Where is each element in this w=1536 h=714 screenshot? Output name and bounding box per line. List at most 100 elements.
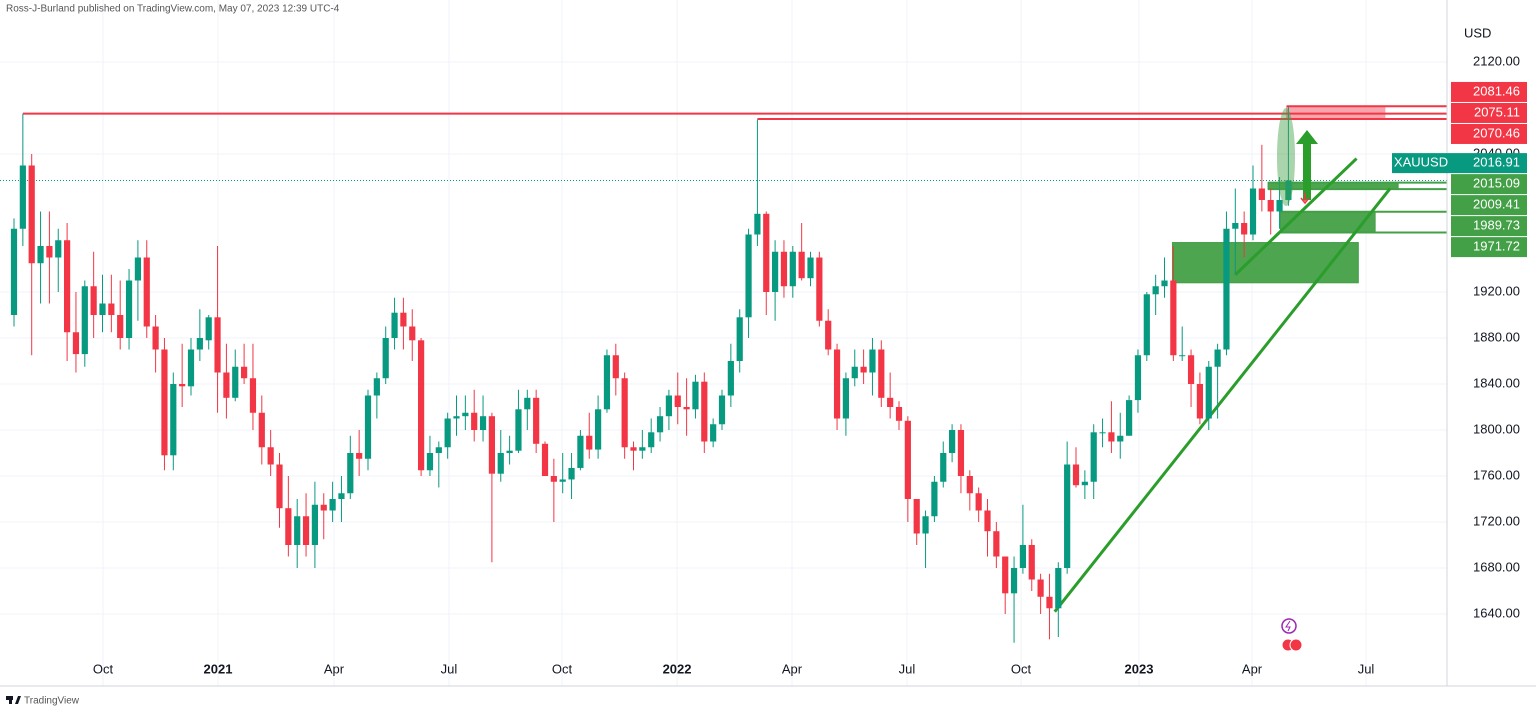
candle (922, 510, 929, 569)
price-label-box (1451, 153, 1527, 174)
candle-body (816, 257, 823, 321)
candle-body (745, 234, 752, 318)
candle (1099, 418, 1106, 448)
candle-body (603, 355, 611, 410)
candle (1037, 573, 1044, 615)
candle (674, 372, 681, 425)
candle (1002, 556, 1009, 615)
candle-body (789, 251, 796, 287)
candle (630, 441, 637, 471)
candle-body (833, 349, 841, 419)
candle-body (143, 257, 150, 327)
candle (745, 228, 752, 338)
candle-body (1205, 366, 1212, 419)
candle (913, 499, 920, 546)
candle (117, 280, 124, 350)
candle (99, 274, 106, 333)
candle-body (391, 312, 398, 338)
candle-body (656, 416, 664, 433)
candle-body (1249, 188, 1257, 235)
candle-body (267, 447, 274, 465)
candle-body (665, 395, 673, 417)
candle (1276, 176, 1283, 229)
symbol-label-box (1392, 153, 1451, 174)
candle-body (586, 435, 593, 450)
candle (364, 389, 372, 471)
candle (338, 476, 345, 523)
candle-body (1285, 180, 1292, 200)
candle (524, 389, 531, 431)
candle-body (674, 395, 681, 407)
candle-body (479, 416, 487, 431)
candle (754, 119, 761, 246)
candle-body (444, 418, 451, 448)
candle (833, 343, 841, 431)
candle-body (382, 337, 389, 379)
candle-body (851, 366, 858, 379)
candle (541, 441, 549, 477)
price-label-box (1451, 195, 1527, 216)
price-label: 2009.41 (1473, 197, 1520, 212)
candle-body (1117, 435, 1124, 442)
candle-body (1241, 222, 1248, 235)
candle (187, 337, 195, 396)
candle-body (418, 340, 425, 471)
y-tick-label: 1640.00 (1473, 605, 1520, 620)
x-tick-label: Oct (1011, 661, 1032, 676)
candle (1134, 349, 1142, 413)
candle (789, 245, 796, 298)
candle (125, 268, 133, 350)
candle (179, 343, 186, 407)
highlight-ellipse (1277, 108, 1295, 206)
candle-body (736, 317, 743, 361)
candle (170, 372, 177, 471)
x-tick-label: Oct (552, 661, 573, 676)
candle (515, 389, 522, 454)
candle-body (1019, 545, 1027, 569)
candle-body (46, 245, 53, 258)
candle (1046, 573, 1053, 640)
flag-icon[interactable] (1289, 638, 1303, 652)
x-tick-label: 2022 (663, 661, 692, 676)
candle-body (710, 424, 717, 442)
candle (400, 297, 407, 350)
candle (311, 481, 318, 569)
candle (1179, 326, 1186, 361)
candle (577, 430, 584, 471)
candle (869, 337, 876, 396)
event-icon[interactable] (1281, 618, 1297, 634)
candle (152, 314, 159, 373)
candle-body (426, 453, 434, 471)
candle-body (807, 257, 814, 279)
candle (825, 309, 832, 356)
candle (621, 372, 628, 459)
candle-body (81, 286, 88, 355)
candle (1081, 470, 1088, 500)
candle (656, 406, 664, 442)
candle (1126, 395, 1133, 436)
candle-body (887, 397, 894, 407)
candle-body (630, 447, 637, 451)
candle-body (922, 516, 929, 534)
candle-body (10, 228, 18, 315)
candle-body (152, 326, 159, 350)
price-label-box (1451, 123, 1527, 144)
candle (975, 487, 982, 523)
x-tick-label: Jul (899, 661, 916, 676)
candle (320, 493, 327, 540)
candle-body (842, 378, 850, 419)
candle (612, 343, 619, 396)
candle-body (258, 412, 265, 448)
candle (1285, 106, 1292, 206)
plot-area (0, 0, 1447, 686)
candle (807, 251, 814, 287)
candle-body (1267, 199, 1274, 212)
candle-body (904, 420, 911, 500)
candle (887, 372, 894, 419)
candle (435, 441, 442, 488)
candle (851, 349, 858, 387)
candle (1019, 504, 1027, 574)
price-label: 2016.91 (1473, 155, 1520, 170)
candle (347, 435, 354, 500)
